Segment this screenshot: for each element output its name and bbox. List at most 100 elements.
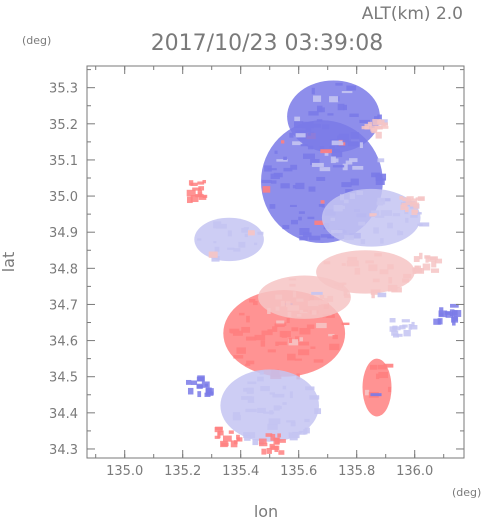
- radar-cell: [291, 327, 299, 332]
- y-axis-label: lat: [0, 252, 18, 273]
- radar-cell: [309, 395, 320, 400]
- radar-cell: [287, 305, 300, 311]
- radar-cell: [330, 156, 336, 164]
- radar-cell: [377, 119, 385, 125]
- radar-cell: [313, 95, 322, 102]
- radar-cell: [401, 319, 410, 323]
- radar-cell: [276, 159, 288, 162]
- radar-cell: [192, 187, 201, 191]
- radar-cell: [232, 412, 241, 419]
- radar-cell: [308, 111, 319, 116]
- radar-cell: [451, 315, 458, 321]
- radar-cell: [274, 323, 285, 328]
- radar-cell: [252, 439, 259, 446]
- radar-cell: [282, 385, 287, 390]
- region-west-light-blue: [194, 217, 264, 262]
- radar-cell: [413, 268, 423, 273]
- radar-cell: [419, 222, 430, 227]
- radar-cell: [319, 294, 325, 300]
- radar-cell: [374, 125, 383, 130]
- radar-cell: [302, 232, 312, 238]
- radar-cell: [311, 291, 323, 295]
- radar-cell: [372, 278, 380, 283]
- radar-cell: [254, 334, 266, 341]
- radar-cell: [419, 252, 423, 260]
- radar-cell: [337, 135, 346, 140]
- x-tick-label: 135.8: [338, 464, 375, 479]
- radar-cell: [298, 341, 310, 346]
- radar-cell: [402, 197, 411, 202]
- radar-cell: [269, 392, 275, 395]
- radar-cell: [202, 179, 207, 184]
- radar-cell: [246, 360, 255, 365]
- x-tick-label: 135.2: [164, 464, 201, 479]
- radar-cell: [331, 314, 335, 318]
- radar-cell: [272, 393, 285, 398]
- radar-cell: [380, 210, 392, 216]
- y-tick-label: 35.3: [49, 82, 78, 97]
- radar-cell: [276, 320, 285, 326]
- radar-cell: [295, 133, 306, 138]
- radar-cell: [253, 300, 258, 306]
- radar-cell: [270, 180, 277, 184]
- radar-cell: [260, 386, 270, 392]
- radar-cell: [320, 149, 332, 154]
- y-tick-label: 35.2: [49, 118, 78, 133]
- y-unit-label: (deg): [22, 34, 51, 47]
- radar-cell: [374, 116, 379, 119]
- radar-cell: [376, 201, 384, 206]
- radar-cell: [323, 261, 331, 265]
- radar-cell: [215, 223, 227, 229]
- radar-cell: [380, 238, 384, 244]
- radar-cell: [290, 422, 296, 427]
- radar-cell: [417, 196, 425, 201]
- radar-cell: [188, 180, 194, 186]
- radar-cell: [249, 298, 256, 303]
- chart-title: 2017/10/23 03:39:08: [151, 31, 384, 56]
- radar-cell: [292, 141, 303, 146]
- radar-cell: [321, 204, 325, 208]
- radar-cell: [369, 364, 378, 370]
- radar-cell: [270, 445, 280, 451]
- radar-cell: [197, 181, 205, 185]
- radar-cell: [387, 284, 398, 292]
- radar-cell: [425, 255, 429, 263]
- radar-cell: [330, 217, 336, 221]
- radar-cell: [282, 402, 287, 405]
- radar-cell: [413, 256, 420, 263]
- radar-cell: [309, 300, 322, 305]
- radar-cell: [285, 301, 291, 308]
- radar-cell: [275, 306, 280, 311]
- radar-cell: [377, 158, 385, 163]
- radar-cell: [444, 311, 451, 315]
- radar-cell: [344, 294, 351, 298]
- radar-cell: [233, 355, 244, 359]
- radar-cell: [238, 312, 245, 316]
- radar-cell: [377, 292, 387, 298]
- radar-cell: [261, 448, 267, 455]
- radar-cell: [187, 387, 194, 395]
- radar-cell: [280, 140, 285, 144]
- radar-cell: [278, 450, 285, 455]
- radar-cell: [197, 238, 202, 241]
- radar-cell: [308, 235, 321, 241]
- radar-cell: [397, 230, 401, 236]
- radar-cell: [323, 298, 331, 301]
- radar-cell: [331, 140, 344, 146]
- radar-cell: [403, 330, 411, 337]
- radar-cell: [350, 178, 359, 186]
- radar-cell: [232, 330, 243, 336]
- radar-cell: [294, 358, 302, 361]
- radar-cell: [310, 346, 316, 349]
- x-tick-label: 135.4: [222, 464, 259, 479]
- radar-cell: [302, 121, 314, 129]
- radar-cell: [338, 285, 343, 289]
- radar-cell: [254, 242, 258, 246]
- radar-cell: [349, 193, 356, 200]
- radar-cell: [281, 331, 287, 338]
- radar-cell: [214, 427, 223, 433]
- radar-cell: [324, 152, 329, 156]
- radar-cell: [299, 327, 311, 335]
- radar-cell: [392, 333, 400, 338]
- radar-cell: [273, 405, 280, 411]
